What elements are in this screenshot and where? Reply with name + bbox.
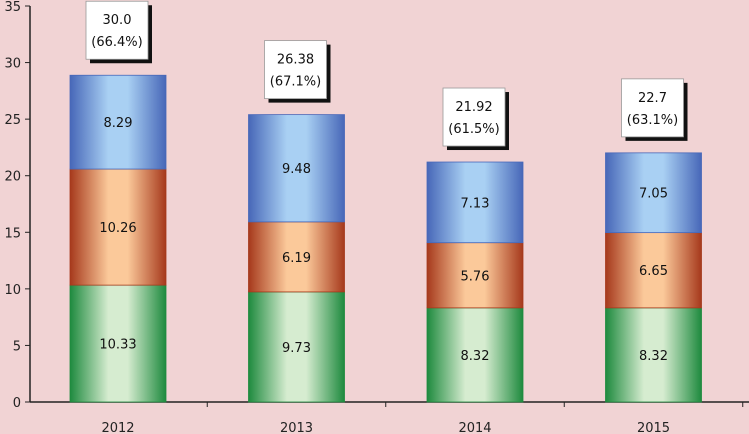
x-tick-label: 2013 [280, 421, 313, 434]
total-share: (67.1%) [270, 75, 321, 90]
total-annotation-box [442, 87, 506, 147]
bar-segment-bottom [426, 307, 524, 403]
segment-value-label: 7.05 [639, 187, 668, 202]
total-value: 21.92 [455, 100, 492, 115]
y-tick-label: 5 [13, 339, 21, 354]
bar-segment-top [605, 152, 702, 234]
y-tick-label: 25 [4, 113, 21, 128]
total-annotation-box [85, 0, 149, 60]
segment-value-label: 6.65 [639, 264, 668, 279]
x-tick-label: 2014 [458, 421, 491, 434]
y-tick-label: 10 [4, 283, 21, 298]
segment-value-label: 7.13 [461, 196, 490, 211]
y-tick-label: 15 [4, 226, 21, 241]
x-tick-label: 2015 [637, 421, 670, 434]
segment-value-label: 6.19 [282, 251, 311, 266]
bar-segment-middle [426, 242, 524, 309]
total-share: (61.5%) [448, 122, 499, 137]
x-tick-label: 2012 [101, 421, 134, 434]
bar-segment-middle [69, 168, 167, 286]
bar-segment-top [426, 161, 524, 244]
segment-value-label: 8.32 [461, 349, 490, 364]
segment-value-label: 10.33 [99, 338, 136, 353]
bar-segment-top [248, 114, 345, 223]
total-value: 26.38 [277, 53, 314, 68]
segment-value-label: 9.73 [282, 341, 311, 356]
total-annotation-box [621, 78, 684, 138]
total-value: 22.7 [638, 91, 667, 106]
bar-segment-top [69, 74, 167, 170]
bar-segment-bottom [69, 284, 167, 403]
segment-value-label: 8.29 [104, 116, 133, 131]
segment-value-label: 5.76 [461, 269, 490, 284]
segment-value-label: 9.48 [282, 162, 311, 177]
y-tick-label: 20 [4, 170, 21, 185]
y-tick-label: 30 [4, 57, 21, 72]
bar-segment-bottom [605, 307, 702, 403]
total-annotation-box [264, 40, 327, 100]
y-tick-label: 35 [4, 0, 21, 15]
y-tick-label: 0 [13, 396, 21, 411]
segment-value-label: 8.32 [639, 349, 668, 364]
total-share: (66.4%) [91, 35, 142, 50]
bar-segment-middle [248, 221, 345, 293]
bar-segment-bottom [248, 291, 345, 403]
segment-value-label: 10.26 [99, 221, 136, 236]
total-share: (63.1%) [627, 113, 678, 128]
total-value: 30.0 [103, 13, 132, 28]
